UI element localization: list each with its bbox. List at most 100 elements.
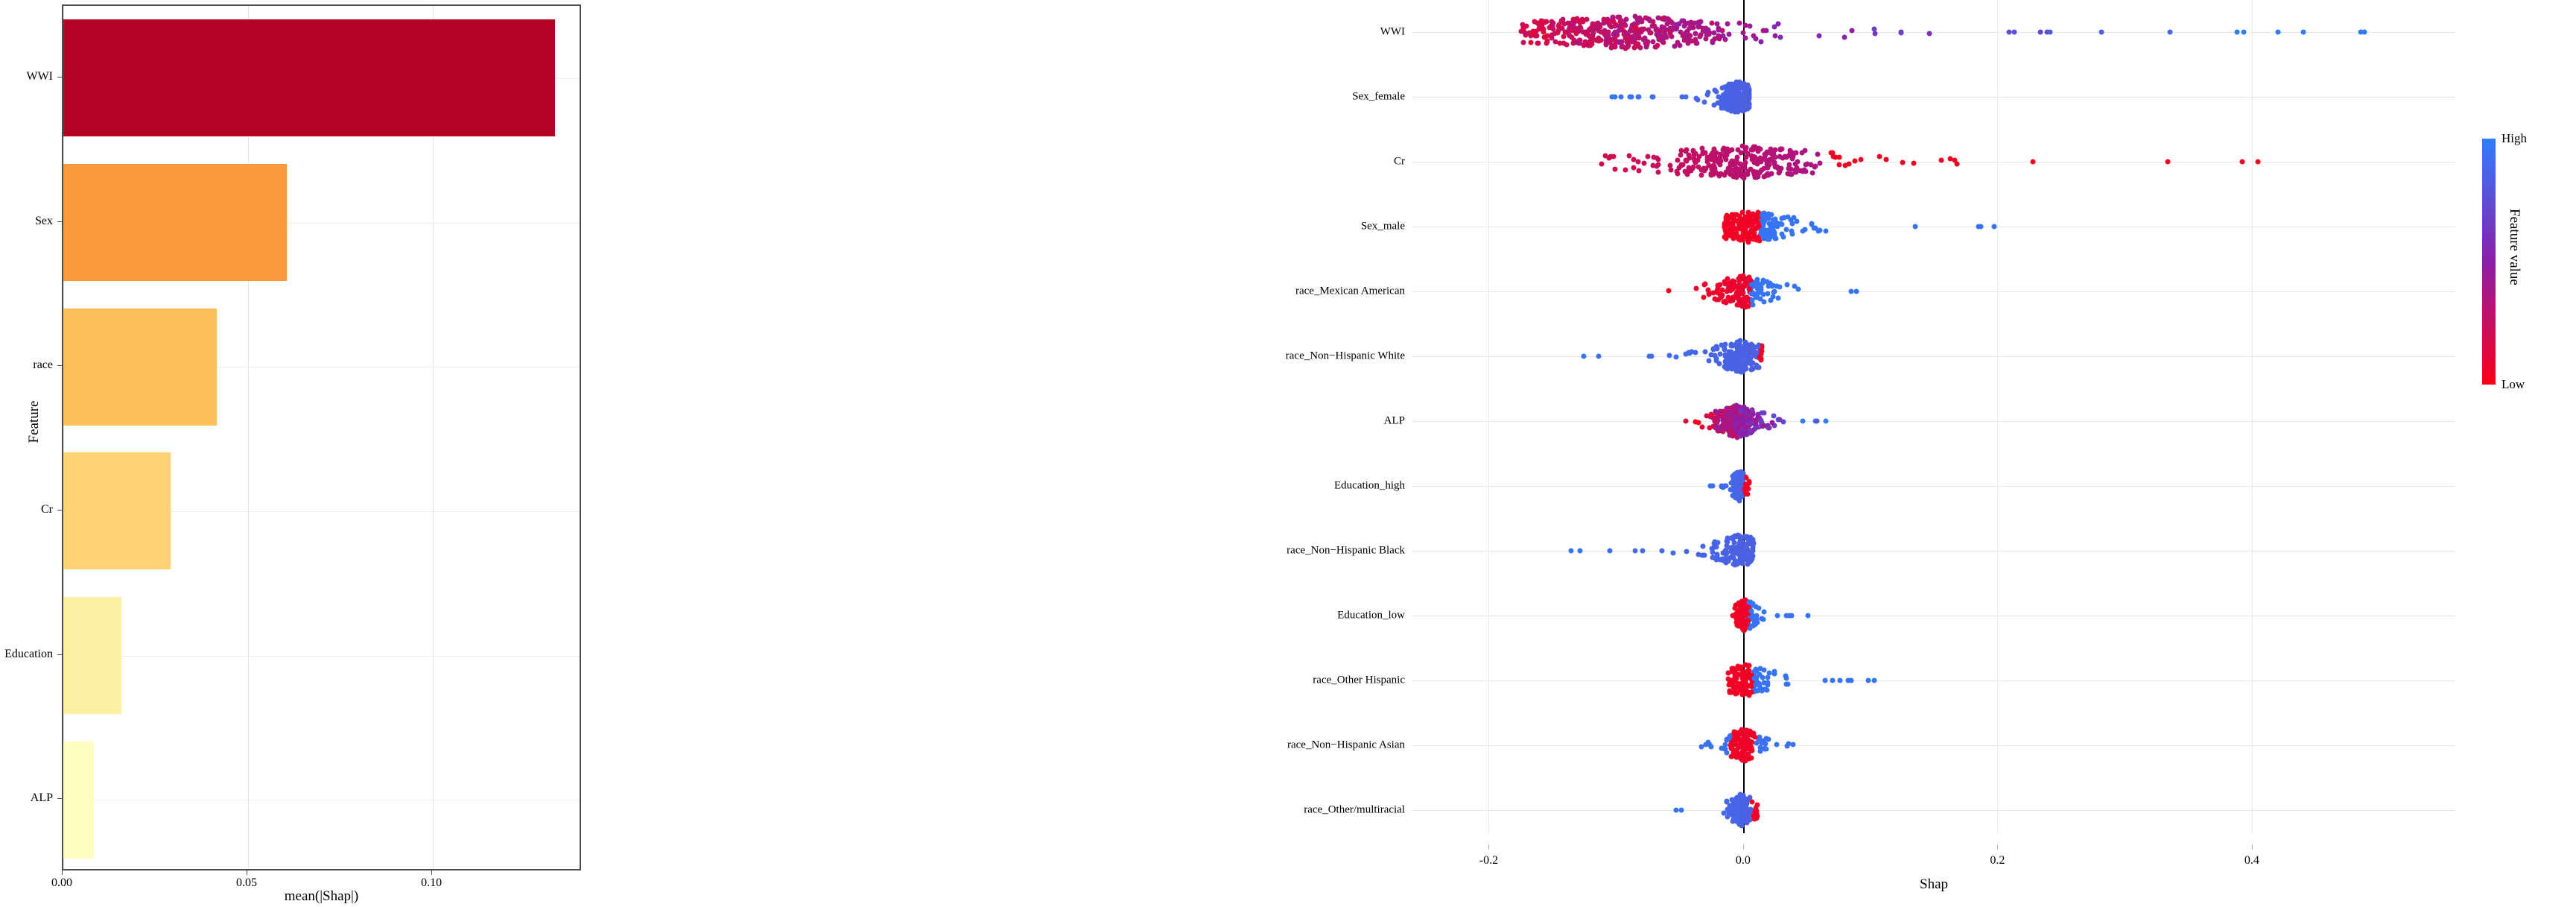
beeswarm-point <box>1713 414 1719 420</box>
beeswarm-point <box>1777 284 1783 290</box>
beeswarm-point <box>1585 42 1591 48</box>
beeswarm-point <box>1736 357 1742 363</box>
beeswarm-point <box>1624 31 1630 37</box>
beeswarm-point <box>1687 350 1693 356</box>
beeswarm-point <box>1723 233 1729 239</box>
beeswarm-point <box>1739 549 1745 555</box>
beeswarm-point <box>1795 286 1801 292</box>
beeswarm-row-line <box>1412 291 2455 293</box>
beeswarm-point <box>1655 169 1661 175</box>
beeswarm-point <box>1737 429 1743 435</box>
beeswarm-point <box>1761 609 1767 615</box>
beeswarm-point <box>1735 109 1741 115</box>
beeswarm-point <box>1687 33 1693 39</box>
beeswarm-point <box>1811 225 1817 231</box>
beeswarm-point <box>1651 154 1657 160</box>
beeswarm-point <box>2030 159 2036 165</box>
beeswarm-point <box>1750 411 1756 417</box>
beeswarm-point <box>1706 358 1712 364</box>
beeswarm-point <box>1725 557 1730 563</box>
beeswarm-point <box>1745 737 1751 743</box>
beeswarm-point <box>1732 424 1738 430</box>
beeswarm-point <box>1745 98 1751 104</box>
beeswarm-point <box>1754 802 1760 808</box>
beeswarm-point <box>1745 541 1751 547</box>
bar-x-tick-mark <box>62 870 63 875</box>
beeswarm-point <box>1696 154 1702 159</box>
beeswarm-point <box>1748 221 1754 227</box>
beeswarm-point <box>1728 104 1734 110</box>
beeswarm-row-line <box>1412 809 2455 811</box>
beeswarm-point <box>1643 15 1649 21</box>
beeswarm-point <box>1526 30 1532 36</box>
beeswarm-point <box>1765 674 1771 680</box>
beeswarm-point <box>1680 33 1686 39</box>
beeswarm-point <box>1750 601 1756 607</box>
beeswarm-point <box>1616 39 1622 45</box>
beeswarm-point <box>1786 613 1792 619</box>
beeswarm-point <box>1802 148 1808 154</box>
beeswarm-point <box>1742 679 1748 685</box>
beeswarm-point <box>1736 736 1742 742</box>
beeswarm-point <box>1739 303 1745 309</box>
beeswarm-point <box>1846 161 1852 167</box>
beeswarm-point <box>1745 604 1751 610</box>
beeswarm-point <box>1684 549 1690 554</box>
beeswarm-point <box>1731 279 1737 285</box>
beeswarm-feature-label: WWI <box>1380 25 1405 38</box>
beeswarm-point <box>1635 159 1641 165</box>
beeswarm-point <box>1720 417 1726 423</box>
beeswarm-point <box>1734 800 1740 806</box>
beeswarm-point <box>1695 97 1701 103</box>
beeswarm-point <box>1755 216 1761 222</box>
beeswarm-point <box>1740 368 1745 374</box>
beeswarm-point <box>1754 810 1760 816</box>
beeswarm-point <box>1708 744 1714 750</box>
beeswarm-point <box>1664 21 1670 27</box>
beeswarm-point <box>1721 101 1727 107</box>
beeswarm-point <box>1775 21 1781 27</box>
beeswarm-point <box>1771 224 1777 230</box>
beeswarm-point <box>1763 232 1769 238</box>
beeswarm-row-line <box>1412 32 2455 34</box>
beeswarm-point <box>1938 157 1944 163</box>
beeswarm-point <box>1733 230 1739 236</box>
beeswarm-row-line <box>1412 97 2455 98</box>
beeswarm-point <box>1725 420 1730 426</box>
beeswarm-point <box>1753 351 1759 357</box>
beeswarm-point <box>1849 28 1855 34</box>
beeswarm-point <box>1725 219 1731 225</box>
beeswarm-point <box>1790 742 1796 748</box>
beeswarm-point <box>1775 165 1781 171</box>
beeswarm-point <box>1954 161 1960 167</box>
beeswarm-point <box>1804 161 1810 167</box>
beeswarm-point <box>1733 350 1739 355</box>
beeswarm-point <box>1742 481 1748 487</box>
beeswarm-point <box>1730 684 1736 690</box>
beeswarm-point <box>1693 31 1698 37</box>
beeswarm-point <box>1675 171 1681 177</box>
beeswarm-point <box>1725 676 1731 682</box>
beeswarm-point <box>1731 811 1737 817</box>
beeswarm-point <box>1709 546 1714 552</box>
beeswarm-point <box>1729 669 1735 674</box>
beeswarm-point <box>1738 664 1744 670</box>
beeswarm-point <box>1845 677 1851 683</box>
beeswarm-point <box>1730 217 1736 223</box>
beeswarm-point <box>1716 361 1722 367</box>
beeswarm-point <box>1733 807 1739 813</box>
beeswarm-point <box>1734 354 1740 360</box>
beeswarm-point <box>1704 92 1710 98</box>
beeswarm-point <box>1750 366 1756 372</box>
beeswarm-point <box>1765 424 1771 430</box>
beeswarm-point <box>1789 228 1795 234</box>
beeswarm-point <box>1729 405 1735 411</box>
beeswarm-point <box>1730 818 1736 824</box>
beeswarm-point <box>1865 677 1871 683</box>
beeswarm-point <box>1644 41 1650 47</box>
beeswarm-gridline-x <box>2251 0 2253 833</box>
beeswarm-point <box>2239 159 2245 165</box>
beeswarm-point <box>1770 233 1776 239</box>
bar-y-tick-mark <box>57 76 62 78</box>
beeswarm-point <box>1769 420 1775 426</box>
